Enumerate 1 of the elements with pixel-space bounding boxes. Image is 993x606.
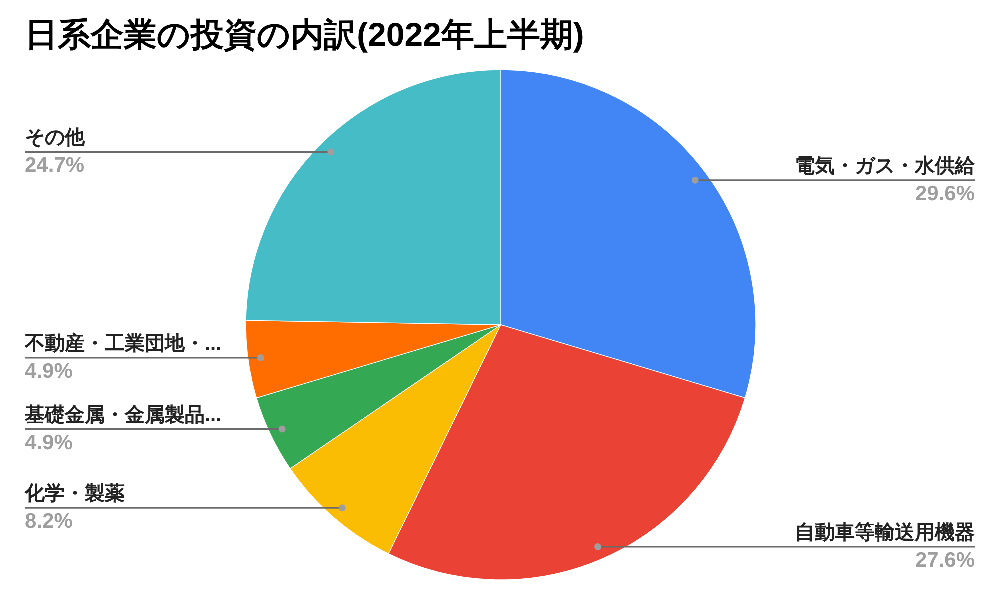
title: 日系企業の投資の内訳(2022年上半期) [25, 16, 584, 53]
